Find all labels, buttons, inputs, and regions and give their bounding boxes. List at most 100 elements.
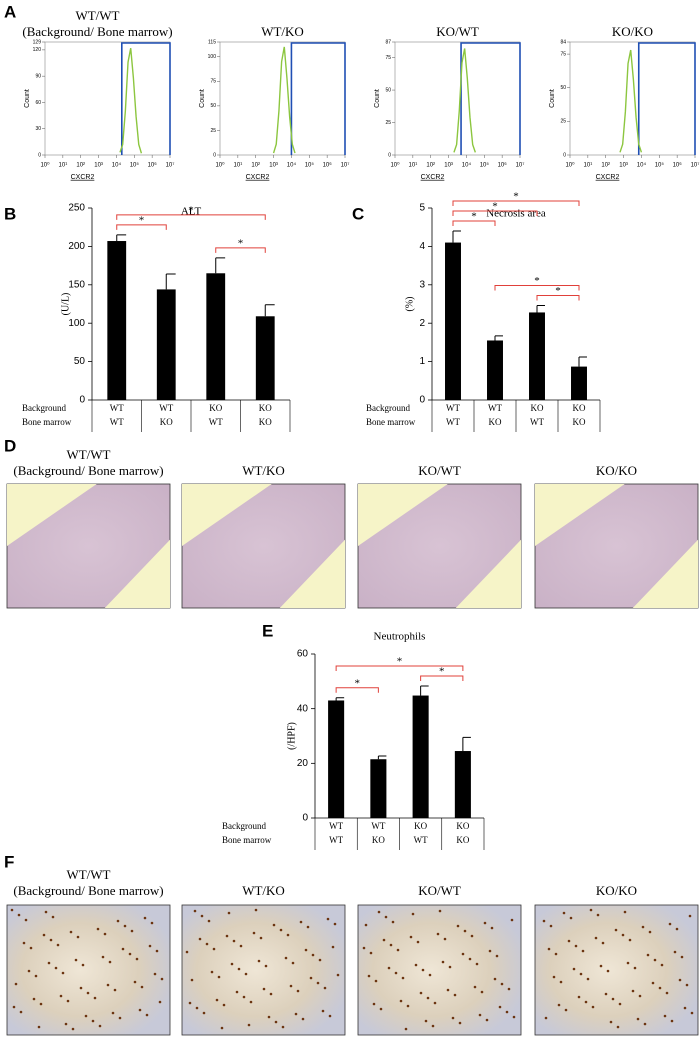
stained-cell <box>564 1008 568 1012</box>
stained-cell <box>690 1011 694 1015</box>
error-bar <box>420 685 429 696</box>
y-axis-label: Count <box>199 89 206 108</box>
stained-cell <box>155 949 159 953</box>
stained-cell <box>207 919 211 923</box>
category-label: KO <box>414 821 427 831</box>
gate <box>460 42 521 155</box>
image-title: KO/WT <box>418 883 461 898</box>
stained-cell <box>158 1000 162 1004</box>
stained-cell <box>643 1022 647 1026</box>
stained-cell <box>572 967 576 971</box>
stained-cell <box>636 1017 640 1021</box>
panel-label: F <box>4 852 14 871</box>
stained-cell <box>606 969 610 973</box>
stained-cell <box>673 950 677 954</box>
significance-label: * <box>492 201 498 213</box>
stained-cell <box>426 996 430 1000</box>
bar <box>370 759 387 818</box>
significance-bracket <box>420 675 464 681</box>
x-axis-label: CXCR2 <box>596 174 620 181</box>
stained-cell <box>542 919 546 923</box>
y-tick-label: 1 <box>419 356 425 367</box>
category-label: KO <box>372 835 385 845</box>
stained-cell <box>453 993 457 997</box>
chart-title: Necrosis area <box>486 208 546 220</box>
stained-cell <box>193 909 197 913</box>
stained-cell <box>409 935 413 939</box>
stained-cell <box>396 948 400 952</box>
stained-cell <box>557 1003 561 1007</box>
stained-cell <box>586 977 590 981</box>
gate <box>121 42 171 155</box>
stained-cell <box>145 1013 149 1017</box>
stained-cell <box>668 922 672 926</box>
significance-label: * <box>471 211 477 223</box>
stained-cell <box>328 1014 332 1018</box>
significance-label: * <box>188 204 194 216</box>
stained-cell <box>230 962 234 966</box>
stained-cell <box>215 998 219 1002</box>
stained-cell <box>106 983 110 987</box>
panel-label: C <box>352 204 364 223</box>
stained-cell <box>626 961 630 965</box>
stained-cell <box>17 913 21 917</box>
stained-cell <box>103 932 107 936</box>
bar <box>255 316 275 400</box>
stained-cell <box>665 991 669 995</box>
stained-cell <box>59 994 63 998</box>
stained-cell <box>81 963 85 967</box>
y-axis-label: (U/L) <box>60 293 71 316</box>
stained-cell <box>148 944 152 948</box>
stained-cell <box>512 1015 516 1019</box>
stained-cell <box>362 946 366 950</box>
stained-cell <box>379 1007 383 1011</box>
stained-cell <box>604 992 608 996</box>
stained-cell <box>421 968 425 972</box>
stained-cell <box>150 921 154 925</box>
stained-cell <box>118 1016 122 1020</box>
stained-cell <box>387 966 391 970</box>
category-label: KO <box>573 417 586 427</box>
x-tick-label: 10¹ <box>59 163 68 169</box>
y-tick-label: 25 <box>560 119 566 125</box>
y-axis-label: Count <box>24 89 31 108</box>
stained-cell <box>140 985 144 989</box>
stained-cell <box>623 910 627 914</box>
y-tick-label: 0 <box>79 395 85 406</box>
stained-cell <box>227 911 231 915</box>
x-tick-label: 10⁵ <box>480 162 490 169</box>
stained-cell <box>316 981 320 985</box>
slide-background <box>182 484 272 546</box>
stained-cell <box>200 914 204 918</box>
stained-cell <box>574 944 578 948</box>
stained-cell <box>414 963 418 967</box>
category-label: KO <box>259 403 272 413</box>
x-tick-label: 10⁶ <box>148 162 158 169</box>
stained-cell <box>301 1017 305 1021</box>
stained-cell <box>507 987 511 991</box>
y-tick-label: 50 <box>560 85 566 91</box>
stained-cell <box>37 1025 41 1029</box>
stained-cell <box>663 1014 667 1018</box>
stained-cell <box>61 971 65 975</box>
stained-cell <box>433 1001 437 1005</box>
stained-cell <box>547 947 551 951</box>
chart-subtitle: (Background/ Bone marrow) <box>22 24 172 39</box>
y-tick-label: 0 <box>563 152 566 158</box>
stained-cell <box>185 950 189 954</box>
stained-cell <box>614 928 618 932</box>
y-tick-label: 25 <box>385 120 391 126</box>
stained-cell <box>688 914 692 918</box>
error-bar <box>452 230 461 243</box>
stained-cell <box>259 936 263 940</box>
stained-cell <box>577 995 581 999</box>
category-label: KO <box>489 417 502 427</box>
slide-background <box>104 539 170 608</box>
image-title: WT/KO <box>242 463 285 478</box>
x-tick-label: 10⁴ <box>112 162 122 169</box>
stained-cell <box>34 974 38 978</box>
significance-bracket <box>335 665 464 671</box>
stained-cell <box>569 916 573 920</box>
stained-cell <box>436 932 440 936</box>
y-tick-label: 5 <box>419 203 425 214</box>
